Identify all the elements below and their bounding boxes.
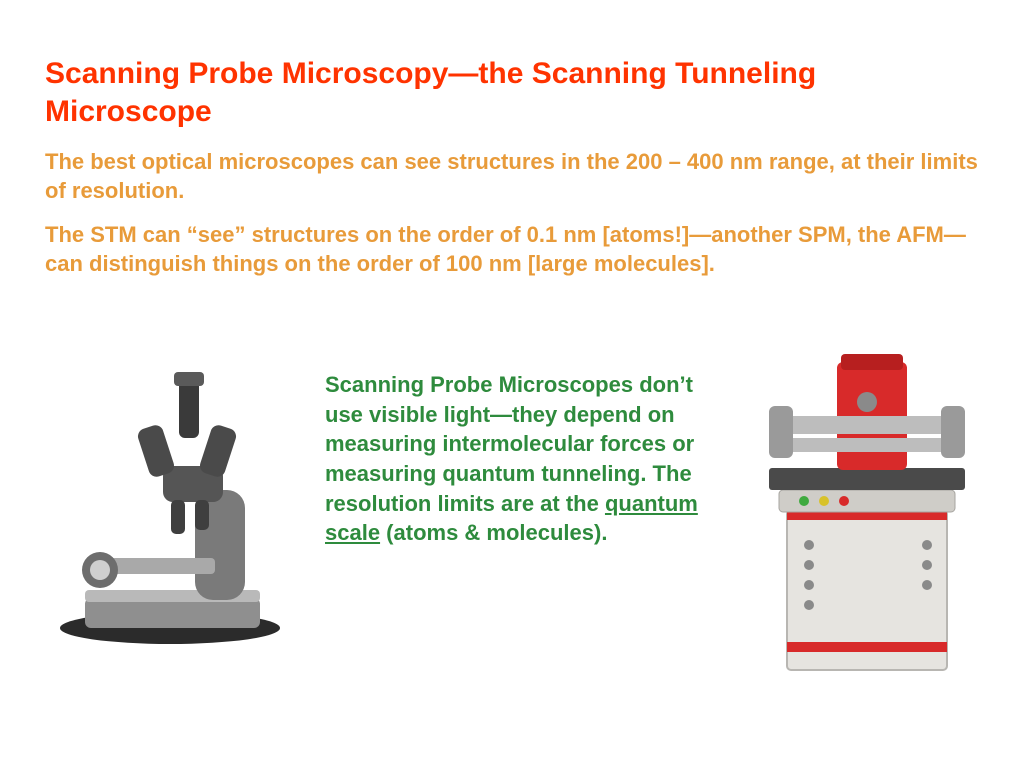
optical-microscope-image	[45, 370, 305, 650]
paragraph-spm-description: Scanning Probe Microscopes don’t use vis…	[325, 370, 729, 548]
spm-machine-image	[749, 350, 979, 680]
lower-content-row: Scanning Probe Microscopes don’t use vis…	[45, 370, 979, 680]
spm-machine-icon	[749, 350, 979, 680]
spm-text-post: (atoms & molecules).	[380, 520, 607, 545]
microscope-icon	[45, 370, 305, 650]
slide-title: Scanning Probe Microscopy—the Scanning T…	[45, 55, 979, 130]
paragraph-optical-limits: The best optical microscopes can see str…	[45, 148, 979, 205]
paragraph-stm-afm: The STM can “see” structures on the orde…	[45, 221, 979, 278]
